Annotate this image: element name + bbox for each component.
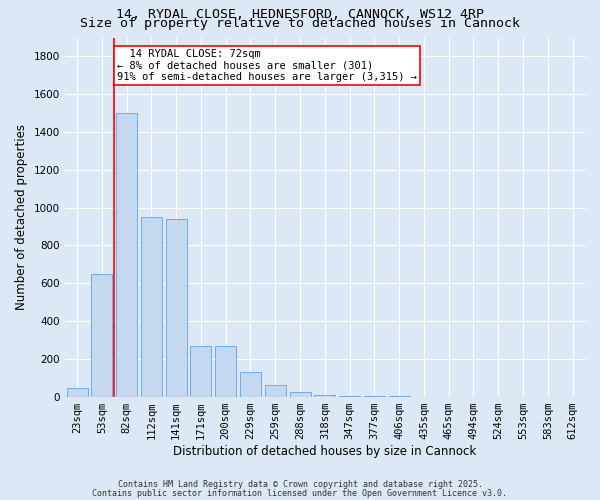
- Bar: [290, 392, 311, 396]
- Y-axis label: Number of detached properties: Number of detached properties: [15, 124, 28, 310]
- Bar: [215, 346, 236, 397]
- Bar: [116, 113, 137, 397]
- Bar: [314, 394, 335, 396]
- Bar: [166, 219, 187, 396]
- Text: 14 RYDAL CLOSE: 72sqm
← 8% of detached houses are smaller (301)
91% of semi-deta: 14 RYDAL CLOSE: 72sqm ← 8% of detached h…: [117, 49, 417, 82]
- Bar: [240, 372, 261, 396]
- Text: 14, RYDAL CLOSE, HEDNESFORD, CANNOCK, WS12 4RP: 14, RYDAL CLOSE, HEDNESFORD, CANNOCK, WS…: [116, 8, 484, 20]
- Bar: [67, 388, 88, 396]
- Bar: [91, 274, 112, 396]
- Text: Contains public sector information licensed under the Open Government Licence v3: Contains public sector information licen…: [92, 488, 508, 498]
- Bar: [190, 346, 211, 397]
- Bar: [141, 217, 162, 396]
- X-axis label: Distribution of detached houses by size in Cannock: Distribution of detached houses by size …: [173, 444, 476, 458]
- Text: Contains HM Land Registry data © Crown copyright and database right 2025.: Contains HM Land Registry data © Crown c…: [118, 480, 482, 489]
- Text: Size of property relative to detached houses in Cannock: Size of property relative to detached ho…: [80, 18, 520, 30]
- Bar: [265, 385, 286, 396]
